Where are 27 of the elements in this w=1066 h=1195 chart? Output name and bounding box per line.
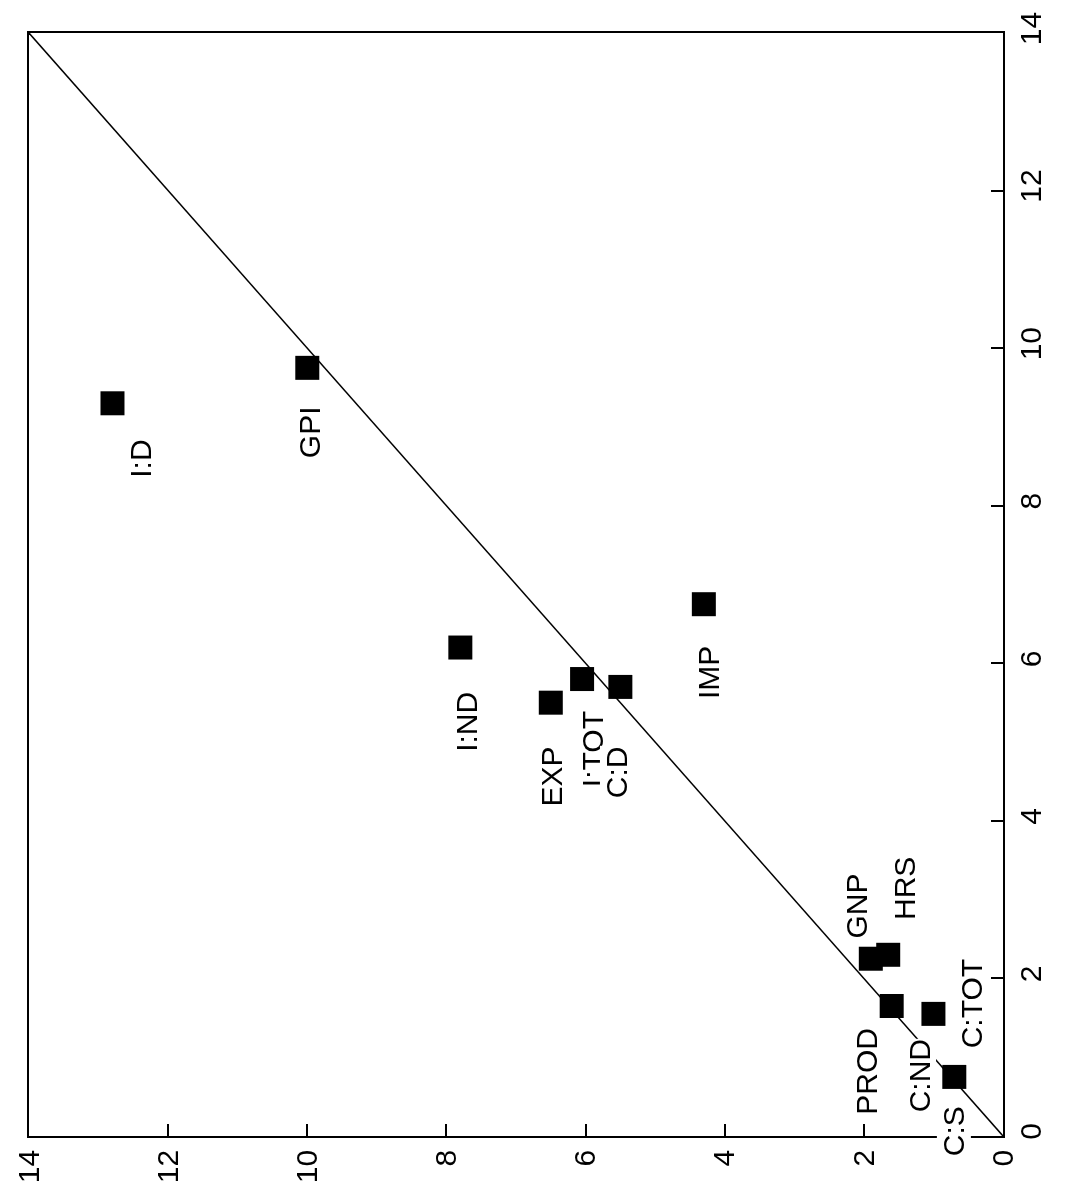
annotation: C:S (937, 1106, 971, 1157)
annotation: C:TOT (954, 958, 988, 1049)
annotation: PROD (849, 1028, 883, 1115)
y-tick-label: 2 (1013, 965, 1047, 983)
annotation: GPI (293, 406, 327, 459)
annotation: HRS (888, 856, 922, 920)
annotation: IMP (691, 645, 725, 700)
x-tick-label: 12 (150, 1149, 184, 1184)
y-tick-label: 14 (1013, 11, 1047, 46)
y-tick-label: 0 (1013, 1123, 1047, 1140)
x-tick-label: 2 (846, 1149, 880, 1167)
x-tick-label: 14 (11, 1149, 45, 1184)
annotation: GNP (840, 873, 874, 939)
annotation: EXP (535, 746, 569, 807)
annotation: I:ND (449, 691, 483, 752)
y-tick-label: 10 (1013, 326, 1047, 361)
y-tick-label: 4 (1013, 808, 1047, 825)
x-tick-label: 4 (707, 1149, 741, 1167)
y-tick-label: 6 (1013, 650, 1047, 668)
x-tick-label: 0 (985, 1149, 1019, 1167)
annotation: C:ND (902, 1038, 936, 1113)
y-tick-label: 8 (1013, 492, 1047, 510)
annotation: I:D (124, 439, 158, 478)
y-tick-label: 12 (1013, 169, 1047, 203)
x-tick-label: 8 (429, 1149, 463, 1167)
x-tick-label: 10 (290, 1149, 324, 1184)
x-tick-label: 6 (568, 1149, 602, 1167)
